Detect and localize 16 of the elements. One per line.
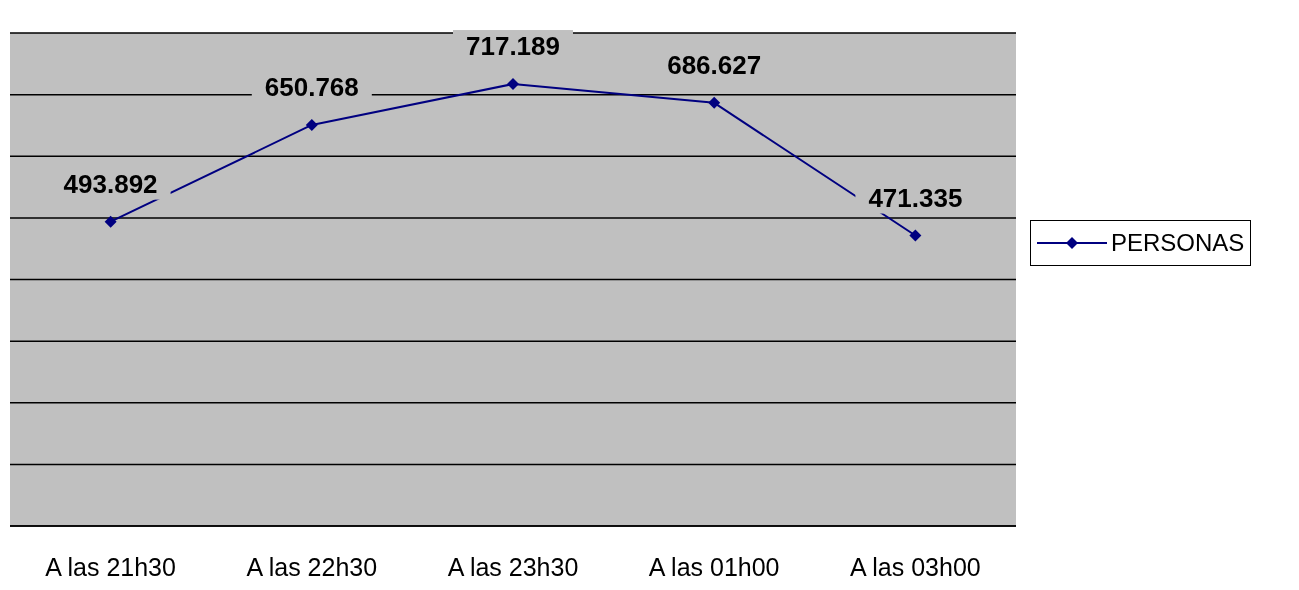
data-label: 717.189	[466, 31, 560, 62]
x-tick-label: A las 21h30	[45, 552, 176, 581]
data-label: 686.627	[667, 49, 762, 80]
legend-label: PERSONAS	[1111, 229, 1245, 257]
point	[708, 96, 721, 109]
x-tick-label: A las 03h00	[850, 552, 981, 581]
x-tick-label: A las 22h30	[246, 552, 378, 581]
point	[305, 118, 318, 131]
data-label: 493.892	[63, 168, 158, 199]
data-label: 471.335	[868, 182, 963, 213]
x-tick-label: A las 01h00	[648, 552, 780, 581]
point	[104, 215, 117, 228]
x-tick-label: A las 23h30	[447, 552, 579, 581]
point	[507, 78, 519, 91]
point	[909, 229, 922, 242]
data-label: 650.768	[264, 71, 359, 102]
